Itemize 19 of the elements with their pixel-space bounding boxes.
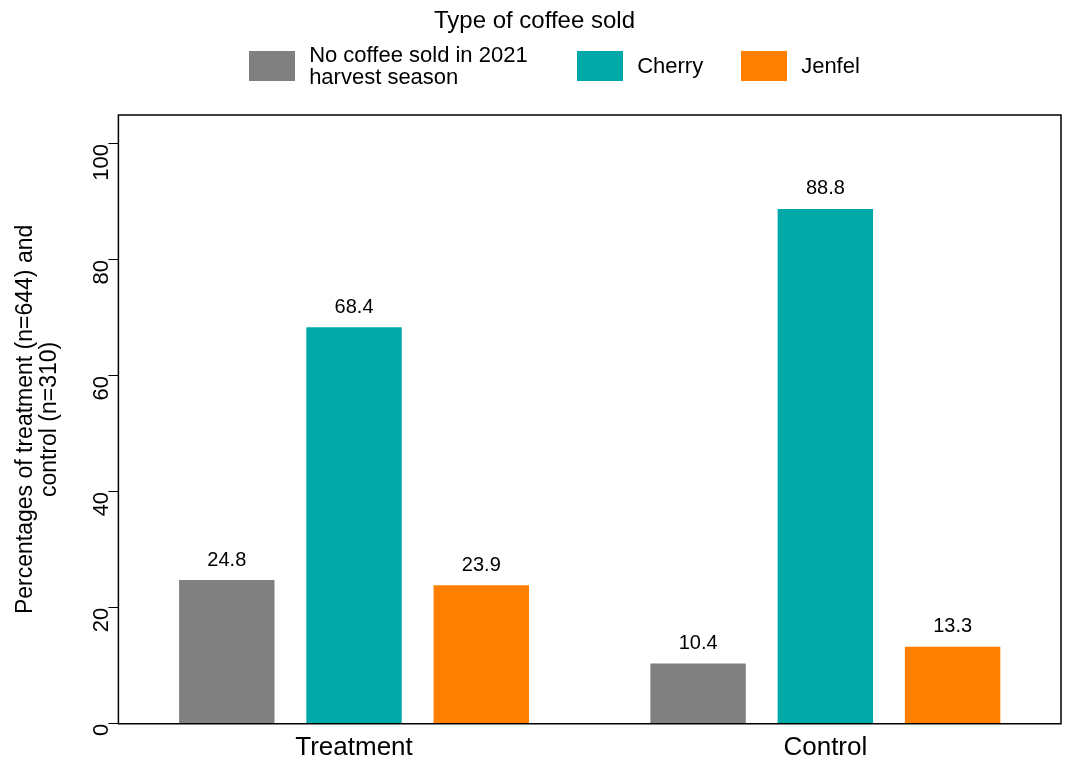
y-tick-label: 60 [88, 375, 114, 401]
y-tick-label: 20 [88, 607, 114, 633]
legend-label: Jenfel [801, 53, 860, 78]
data-label: 23.9 [461, 552, 501, 575]
data-label: 10.4 [678, 631, 718, 654]
x-tick-label: Control [783, 730, 868, 761]
legend-label: No coffee sold in 2021 harvest season [309, 42, 529, 89]
y-tick-label: 100 [88, 143, 114, 181]
data-label: 88.8 [805, 176, 845, 199]
y-axis-title: Percentages of treatment (n=644) and control (n=310) [11, 224, 62, 615]
y-tick-label: 40 [88, 491, 114, 517]
legend-title: Type of coffee sold [433, 6, 636, 34]
y-tick-label: 0 [88, 723, 114, 737]
y-tick-label: 80 [88, 259, 114, 285]
data-label: 68.4 [334, 294, 374, 317]
legend-label: Cherry [637, 53, 704, 78]
data-label: 24.8 [207, 547, 247, 570]
data-label: 13.3 [933, 614, 973, 637]
x-tick-label: Treatment [295, 730, 414, 761]
